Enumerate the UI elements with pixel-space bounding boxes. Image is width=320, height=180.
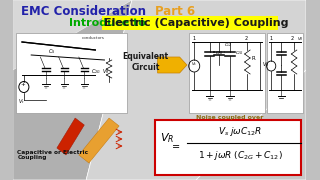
Text: 1: 1 (269, 36, 273, 41)
Text: Electric (Capacitive) Coupling: Electric (Capacitive) Coupling (104, 18, 289, 28)
Text: =: = (172, 142, 180, 152)
Text: 2: 2 (291, 36, 293, 41)
Text: $V_s$: $V_s$ (191, 60, 197, 68)
Text: Noise coupled over: Noise coupled over (196, 114, 264, 120)
Text: Part 6: Part 6 (155, 4, 195, 17)
Bar (267, 33, 303, 113)
Text: $1 + j\omega R \; (C_{2G} + C_{12})$: $1 + j\omega R \; (C_{2G} + C_{12})$ (198, 150, 283, 163)
Text: EMC Consideration: EMC Consideration (21, 4, 150, 17)
Bar (155, 120, 301, 175)
Polygon shape (196, 70, 306, 180)
Text: $C_{2G}$: $C_{2G}$ (91, 67, 101, 76)
Text: +: + (20, 82, 25, 87)
Text: $C_{12}$: $C_{12}$ (224, 41, 233, 49)
Text: $V_t$: $V_t$ (18, 97, 25, 106)
Text: $V_R$: $V_R$ (297, 35, 303, 43)
Bar (102, 16, 278, 30)
Text: $C_{2G}$: $C_{2G}$ (215, 49, 224, 57)
Text: conductors: conductors (82, 36, 104, 40)
Text: Capacitive or Electric
Coupling: Capacitive or Electric Coupling (18, 150, 89, 160)
Text: Introduce to: Introduce to (69, 18, 149, 28)
Text: $V_R$: $V_R$ (160, 131, 174, 145)
Bar (189, 33, 265, 113)
Polygon shape (158, 57, 187, 73)
Text: 1: 1 (192, 36, 196, 41)
Polygon shape (13, 0, 132, 70)
Text: $V_s \; j\omega C_{12} R$: $V_s \; j\omega C_{12} R$ (218, 125, 262, 138)
Text: $V_R$: $V_R$ (102, 67, 109, 76)
Polygon shape (13, 0, 132, 180)
Polygon shape (57, 118, 84, 155)
Polygon shape (86, 0, 306, 180)
Polygon shape (79, 118, 119, 163)
Text: Equivalent
Circuit: Equivalent Circuit (123, 52, 169, 72)
Bar (16, 33, 127, 113)
Text: $C_{2G}$: $C_{2G}$ (236, 49, 244, 57)
Text: R: R (251, 56, 255, 61)
Text: $C_S$: $C_S$ (48, 47, 55, 56)
Text: $V_R$: $V_R$ (262, 60, 269, 69)
Text: 2: 2 (244, 36, 248, 41)
